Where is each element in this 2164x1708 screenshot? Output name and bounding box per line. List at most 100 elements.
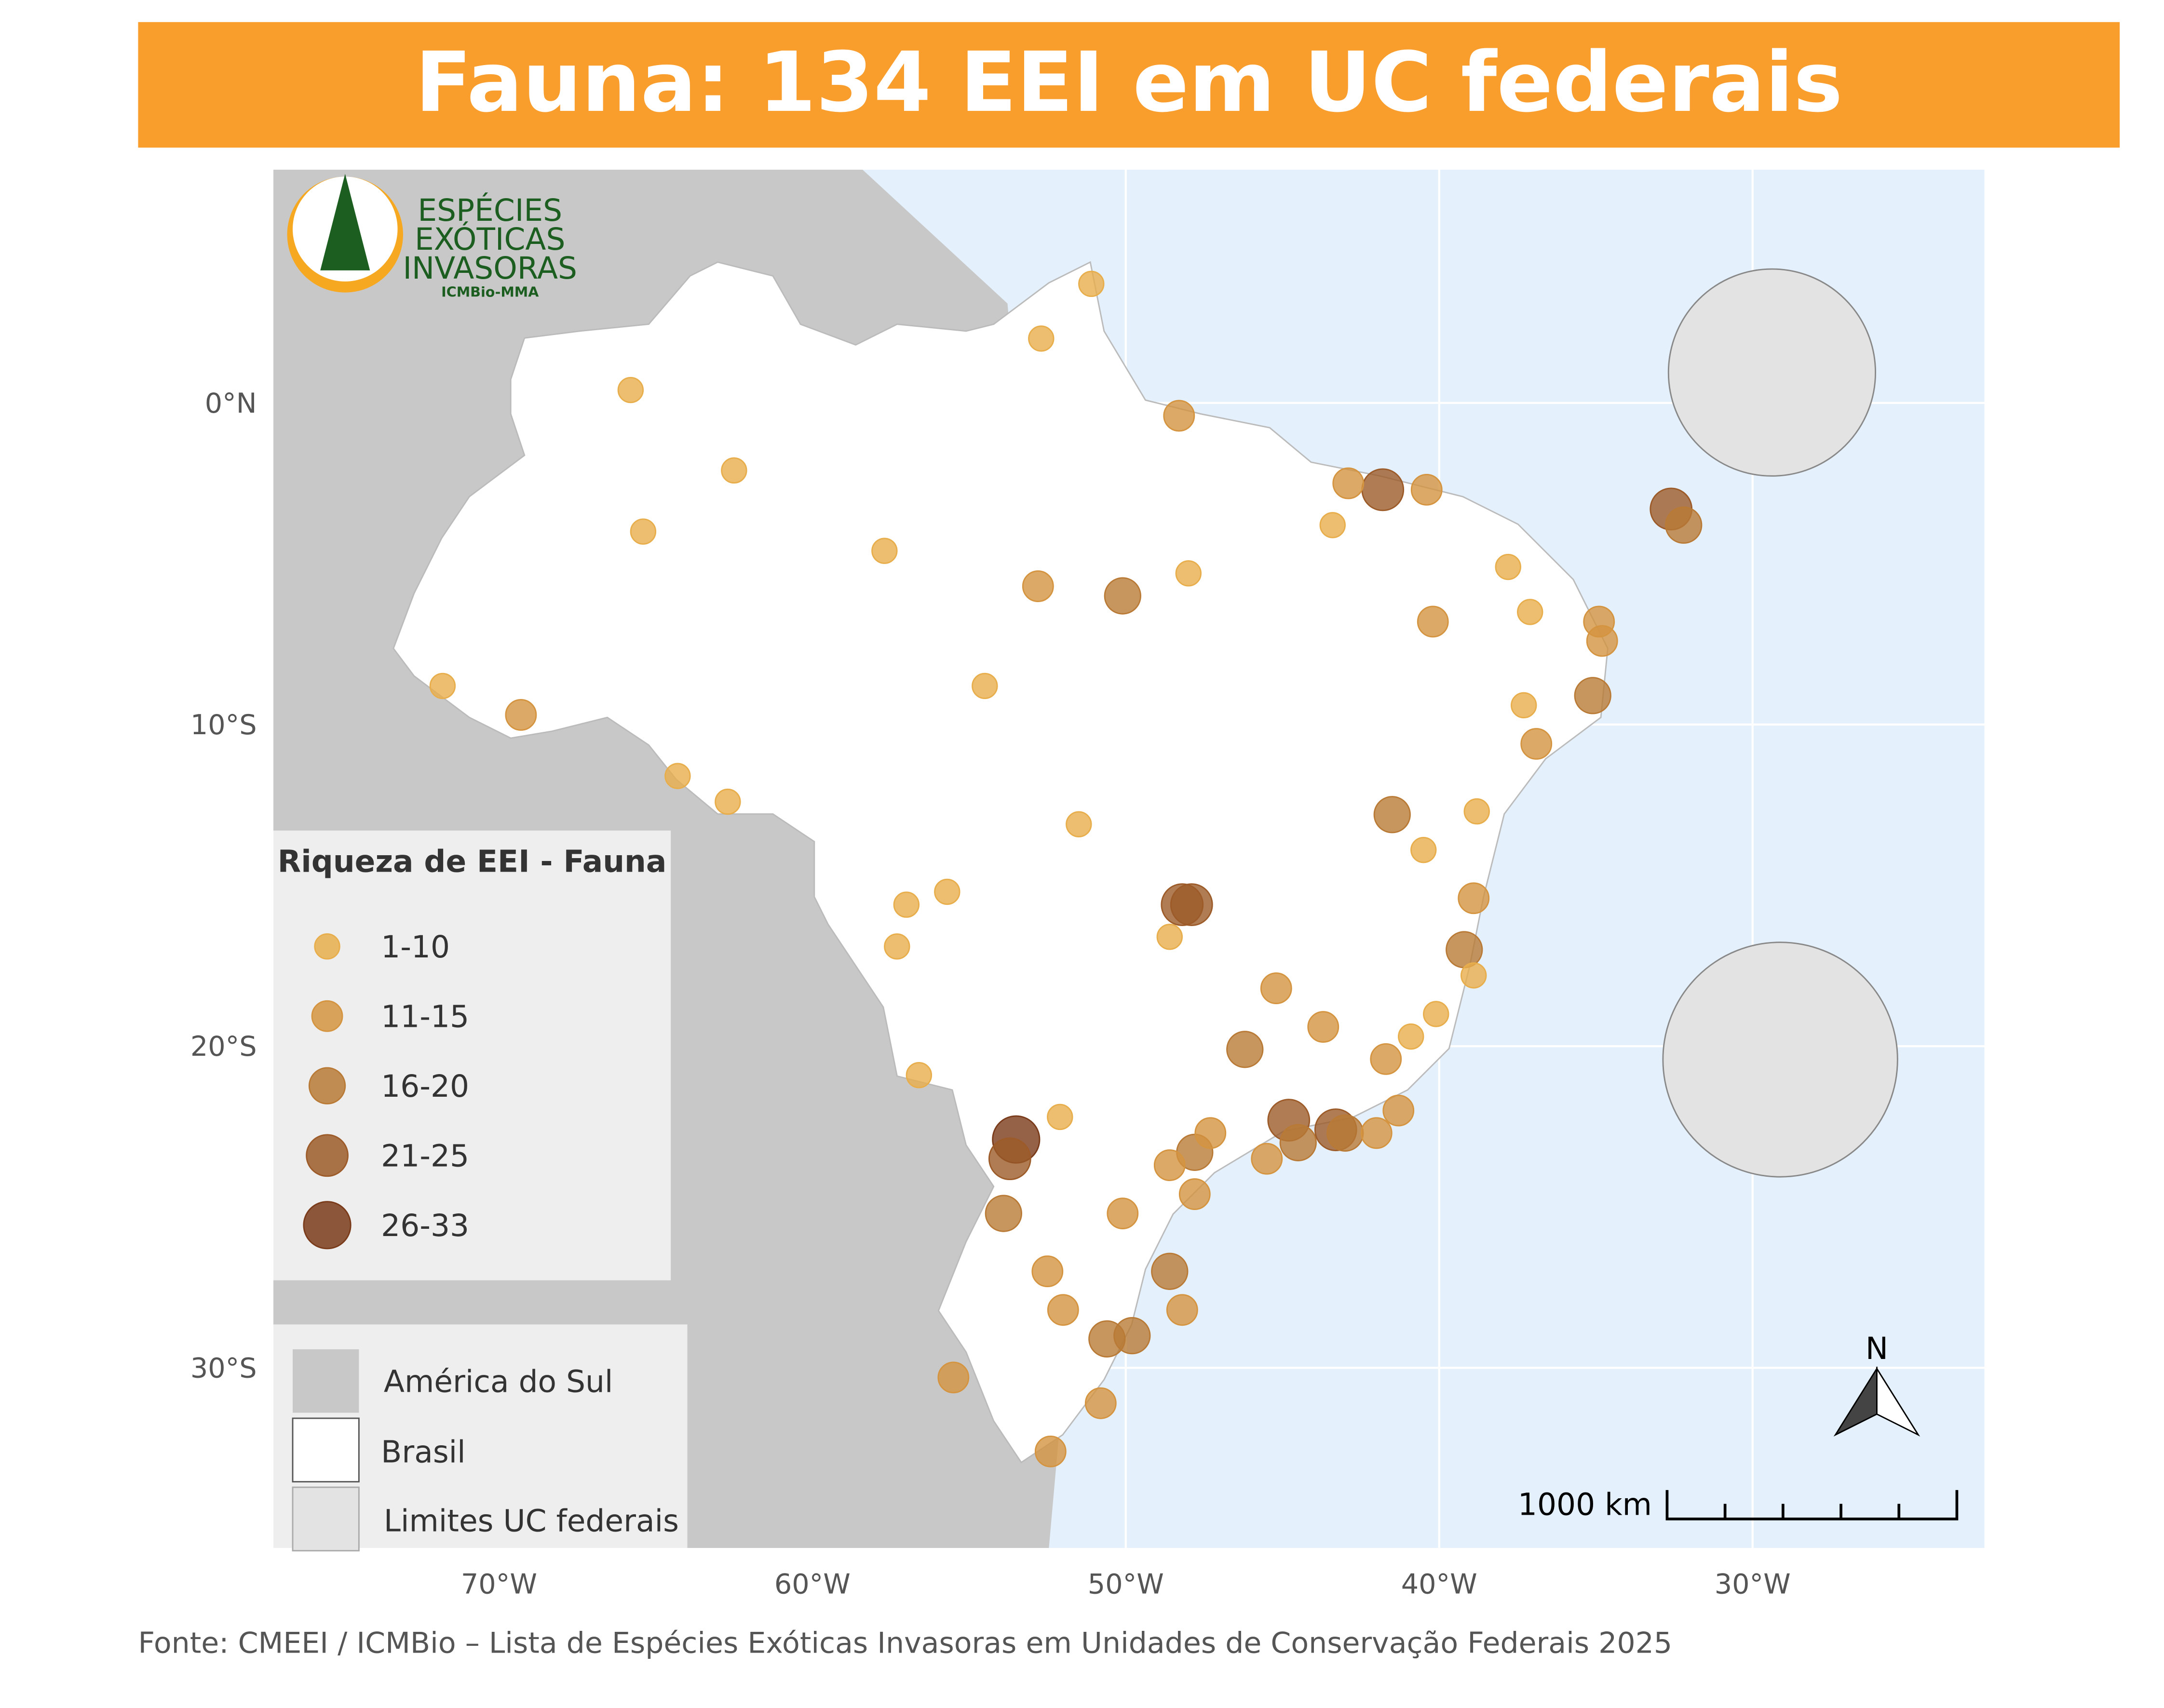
legend-label: 16-20 [381, 1069, 469, 1104]
legend-label: 11-15 [381, 999, 469, 1035]
inset-south [1662, 941, 1898, 1178]
point [1022, 570, 1054, 602]
point [1326, 1114, 1364, 1152]
point [1574, 677, 1611, 714]
x-tick-label: 70°W [461, 1568, 537, 1600]
point [664, 763, 691, 789]
legend-symbol [311, 1000, 343, 1032]
point [1586, 625, 1618, 657]
point [1332, 467, 1365, 499]
legend-symbol [306, 1134, 349, 1177]
x-tick-label: 40°W [1401, 1568, 1477, 1600]
point [1446, 931, 1483, 968]
legend2-swatch [292, 1417, 360, 1483]
legend: 1-10 11-15 16-20 21-25 26-33 [303, 929, 469, 1250]
north-arrow [1876, 1366, 1921, 1437]
legend2-label: Limites UC federais [384, 1504, 679, 1539]
axis-ticks: 70°W 60°W 50°W 40°W 30°W 0°N 10°S 20°S 30°S [190, 388, 1791, 1600]
legend2-swatch [293, 1349, 359, 1413]
y-tick-label: 20°S [190, 1031, 257, 1062]
inset-north [1667, 268, 1877, 477]
point [429, 672, 456, 699]
point [1307, 1011, 1339, 1043]
legend2-label: Brasil [381, 1435, 465, 1470]
point [1170, 883, 1213, 926]
point [1078, 270, 1105, 297]
legend-label: 26-33 [381, 1208, 469, 1243]
point [1382, 1094, 1415, 1127]
point [1511, 692, 1537, 719]
point [1226, 1031, 1264, 1068]
point [1370, 1043, 1402, 1075]
legend-label: 21-25 [381, 1139, 469, 1174]
scale-label: 1000 km [1518, 1487, 1652, 1522]
legend2-swatch [292, 1486, 360, 1552]
point [871, 538, 898, 564]
north-label: N [1866, 1331, 1888, 1366]
point [1410, 473, 1443, 506]
y-tick-label: 10°S [190, 709, 257, 741]
point [1047, 1294, 1079, 1326]
point [1423, 1001, 1449, 1027]
point [1520, 728, 1553, 760]
legend-title: Riqueza de EEI - Fauna [278, 844, 667, 879]
map-frame [273, 170, 1985, 1548]
source: Fonte: CMEEI / ICMBio – Lista de Espécie… [138, 1627, 1672, 1660]
point [1178, 1178, 1211, 1210]
point [630, 518, 657, 545]
x-tick-label: 60°W [774, 1568, 851, 1600]
point [1279, 1124, 1317, 1161]
legend-symbol [303, 1201, 352, 1250]
point [1463, 798, 1490, 825]
point [1319, 512, 1346, 538]
brazil [392, 261, 1609, 1464]
point [1031, 1255, 1064, 1288]
y-tick-label: 0°N [205, 388, 257, 419]
point [1417, 605, 1449, 638]
point [1084, 1387, 1117, 1419]
point [1458, 882, 1490, 915]
point [1260, 972, 1292, 1004]
point [1163, 400, 1195, 432]
point [1175, 560, 1202, 587]
point [1665, 506, 1703, 544]
point [1153, 1149, 1186, 1181]
point [1107, 1197, 1139, 1230]
logo-org: ICMBio-MMA [441, 283, 539, 300]
point [906, 1062, 933, 1089]
point [1495, 553, 1521, 580]
point [1166, 1294, 1198, 1326]
point [972, 672, 998, 699]
point [1151, 1252, 1189, 1290]
legend-symbol [308, 1067, 346, 1104]
point [1047, 1103, 1073, 1130]
title-banner [138, 22, 2120, 148]
point [715, 788, 741, 815]
point [1410, 836, 1437, 863]
point [1251, 1143, 1283, 1175]
logo-text: ESPÉCIES [418, 193, 562, 228]
scale-bar [1665, 1490, 1959, 1520]
legend-label: 1-10 [381, 929, 450, 965]
point [884, 933, 910, 960]
point [934, 878, 960, 905]
point [1104, 577, 1141, 615]
point [1361, 468, 1405, 511]
point [1461, 962, 1487, 989]
point [1066, 811, 1092, 837]
x-tick-label: 30°W [1715, 1568, 1791, 1600]
point [1194, 1117, 1227, 1149]
point [1034, 1435, 1067, 1467]
point [1156, 924, 1183, 950]
point [1373, 796, 1411, 834]
point [1360, 1117, 1393, 1149]
point [1398, 1023, 1424, 1050]
x-tick-label: 50°W [1088, 1568, 1164, 1600]
point [721, 457, 747, 484]
legend2-label: América do Sul [384, 1364, 613, 1399]
logo-text: EXÓTICAS [415, 222, 565, 257]
point [505, 699, 537, 731]
point [617, 377, 644, 403]
point [937, 1361, 970, 1394]
